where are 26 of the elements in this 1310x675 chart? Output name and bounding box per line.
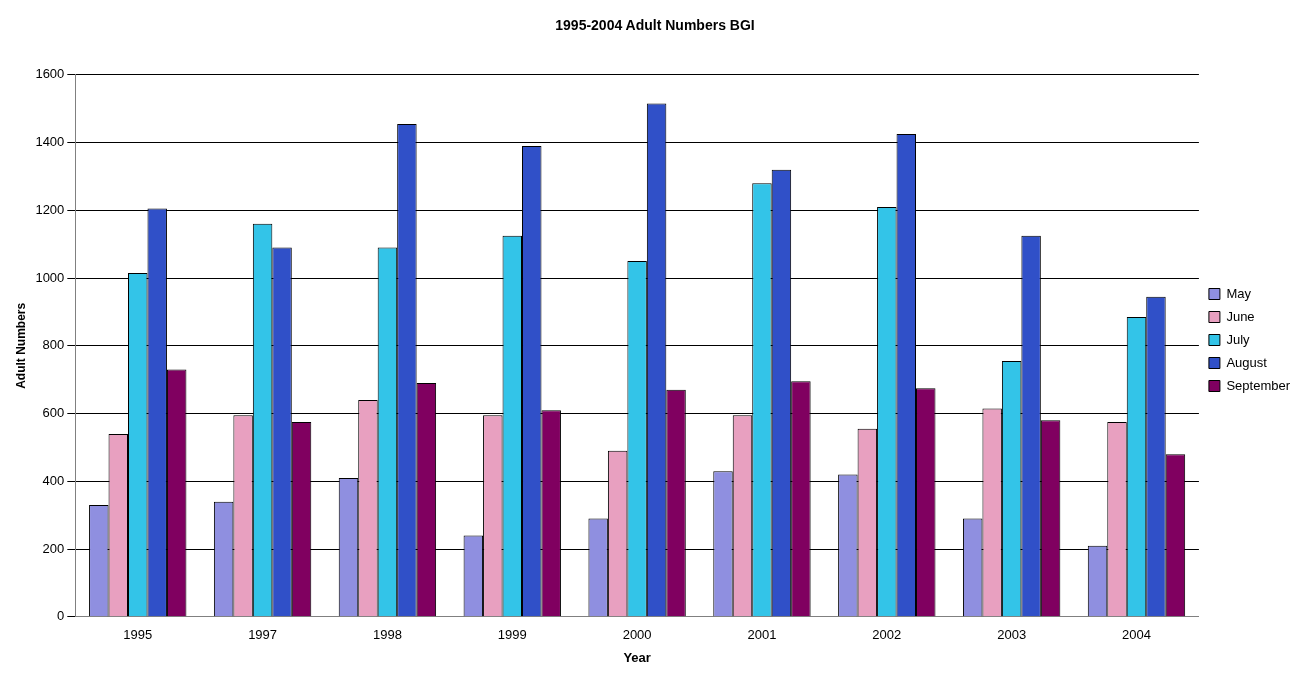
y-tick-label: 1400 (35, 134, 65, 150)
y-tick-label: 200 (42, 540, 65, 556)
x-tick-label: 1995 (123, 627, 153, 643)
y-tick-label: 600 (42, 405, 65, 421)
y-tick-label: 400 (42, 472, 65, 488)
y-tick-label: 800 (42, 337, 65, 353)
x-tick-label: 1999 (497, 627, 527, 643)
y-axis-title: Adult Numbers (13, 302, 28, 389)
legend-label: June (1226, 308, 1255, 324)
y-tick-label: 1200 (35, 201, 65, 217)
x-tick-label: 1997 (248, 627, 278, 643)
x-tick-label: 2002 (872, 627, 902, 643)
x-tick-label: 2001 (747, 627, 777, 643)
y-tick-label: 0 (57, 608, 65, 624)
legend-label: July (1226, 331, 1251, 347)
legend-label: August (1226, 354, 1268, 370)
y-tick-label: 1600 (35, 66, 65, 82)
legend-label: May (1226, 285, 1252, 301)
x-tick-label: 2004 (1122, 627, 1151, 643)
x-tick-label: 2000 (622, 627, 652, 643)
y-tick-label: 1000 (35, 269, 65, 285)
x-tick-label: 1998 (372, 627, 402, 643)
x-axis-title: Year (623, 649, 651, 665)
legend-label: September (1226, 377, 1291, 393)
x-tick-label: 2003 (997, 627, 1027, 643)
chart-title: 1995-2004 Adult Numbers BGI (555, 17, 755, 34)
